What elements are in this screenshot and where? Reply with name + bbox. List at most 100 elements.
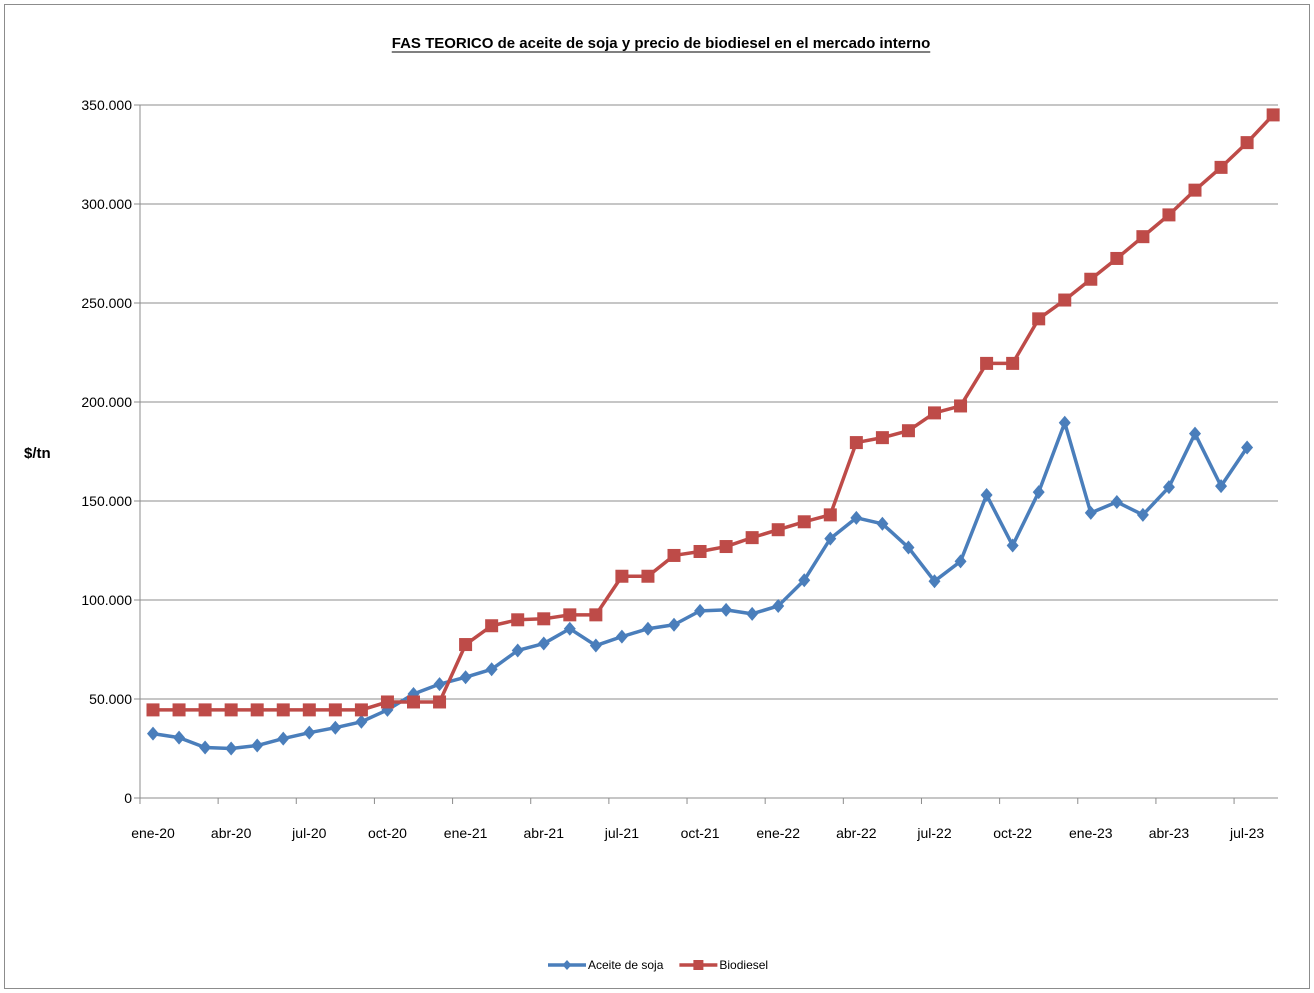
data-point-square: [1266, 108, 1280, 122]
data-point-square: [1162, 208, 1176, 222]
legend-label: Biodiesel: [719, 958, 768, 972]
x-tick-label: ene-21: [444, 825, 488, 841]
data-point-diamond: [277, 731, 290, 746]
data-point-diamond: [1136, 507, 1149, 522]
x-tick-label: jul-23: [1229, 825, 1264, 841]
x-tick-label: abr-22: [836, 825, 877, 841]
x-tick-label: abr-20: [211, 825, 252, 841]
y-tick-label: 200.000: [81, 394, 132, 410]
data-point-diamond: [459, 670, 472, 685]
data-point-square: [224, 703, 238, 717]
data-point-square: [1032, 312, 1046, 326]
series-layer: [146, 108, 1280, 756]
data-point-diamond: [1084, 505, 1097, 520]
data-point-diamond: [798, 573, 811, 588]
data-point-square: [1084, 272, 1098, 286]
axis-layer: 0 50.000 100.000 150.000 200.000 250.000 300.0…: [81, 97, 1278, 841]
chart-border: [4, 4, 1310, 989]
data-point-square: [615, 569, 629, 583]
data-point-diamond: [694, 603, 707, 618]
data-point-square: [901, 424, 915, 438]
data-point-square: [823, 508, 837, 522]
data-point-diamond: [199, 740, 212, 755]
data-point-square: [485, 619, 499, 633]
y-axis-label: $/tn: [24, 445, 51, 462]
data-point-square: [172, 703, 186, 717]
data-point-diamond: [1032, 485, 1045, 500]
data-point-square: [459, 638, 473, 652]
data-point-diamond: [928, 574, 941, 589]
x-tick-label: oct-21: [681, 825, 720, 841]
x-tick-label: oct-20: [368, 825, 407, 841]
data-point-square: [1006, 356, 1020, 370]
data-point-diamond: [772, 598, 785, 613]
data-point-square: [797, 515, 811, 529]
data-point-square: [328, 703, 342, 717]
y-tick-label: 150.000: [81, 493, 132, 509]
legend-marker-square: [693, 960, 704, 970]
data-point-diamond: [876, 516, 889, 531]
y-tick-label: 350.000: [81, 97, 132, 113]
data-point-square: [1136, 230, 1150, 244]
data-point-diamond: [485, 662, 498, 677]
data-point-diamond: [746, 606, 759, 621]
data-point-square: [1214, 160, 1228, 174]
data-point-square: [719, 540, 733, 554]
data-point-square: [1110, 251, 1124, 265]
data-point-square: [693, 544, 707, 558]
y-tick-label: 100.000: [81, 592, 132, 608]
data-point-square: [511, 613, 525, 627]
legend-label: Aceite de soja: [588, 958, 664, 972]
legend-marker-diamond: [562, 960, 572, 970]
data-point-square: [250, 703, 264, 717]
legend: Aceite de soja Biodiesel: [548, 958, 768, 972]
data-point-diamond: [850, 510, 863, 525]
data-point-square: [433, 695, 447, 709]
y-tick-label: 300.000: [81, 196, 132, 212]
x-tick-label: abr-21: [524, 825, 565, 841]
data-point-diamond: [720, 602, 733, 617]
data-point-square: [380, 695, 394, 709]
data-point-diamond: [641, 621, 654, 636]
data-point-square: [563, 608, 577, 622]
data-point-diamond: [433, 677, 446, 692]
data-point-diamond: [329, 720, 342, 735]
x-tick-label: jul-22: [916, 825, 951, 841]
data-point-square: [1058, 293, 1072, 307]
data-point-square: [980, 356, 994, 370]
y-tick-label: 250.000: [81, 295, 132, 311]
y-tick-label: 0: [124, 790, 132, 806]
data-point-square: [667, 548, 681, 562]
data-point-square: [745, 531, 759, 545]
data-point-diamond: [303, 725, 316, 740]
data-point-square: [875, 431, 889, 445]
data-point-diamond: [173, 730, 186, 745]
data-point-square: [276, 703, 290, 717]
data-point-diamond: [1241, 440, 1254, 455]
data-point-diamond: [225, 741, 238, 756]
data-point-diamond: [511, 643, 524, 658]
data-point-diamond: [980, 488, 993, 503]
data-point-square: [641, 569, 655, 583]
x-tick-label: jul-21: [604, 825, 639, 841]
data-point-square: [198, 703, 212, 717]
grid-layer: [140, 104, 1278, 700]
data-point-diamond: [1215, 479, 1228, 494]
data-point-square: [302, 703, 316, 717]
x-tick-label: ene-22: [756, 825, 800, 841]
data-point-square: [928, 406, 941, 420]
data-point-square: [537, 612, 551, 626]
chart-title: FAS TEORICO de aceite de soja y precio d…: [392, 35, 931, 52]
data-point-diamond: [147, 726, 159, 741]
data-point-diamond: [615, 629, 628, 644]
x-tick-label: jul-20: [291, 825, 326, 841]
data-point-diamond: [1189, 426, 1201, 441]
data-point-diamond: [954, 554, 967, 569]
data-point-square: [146, 703, 160, 717]
data-point-diamond: [1006, 538, 1019, 553]
data-point-diamond: [1110, 494, 1123, 509]
x-tick-label: ene-23: [1069, 825, 1113, 841]
data-point-diamond: [668, 617, 680, 632]
